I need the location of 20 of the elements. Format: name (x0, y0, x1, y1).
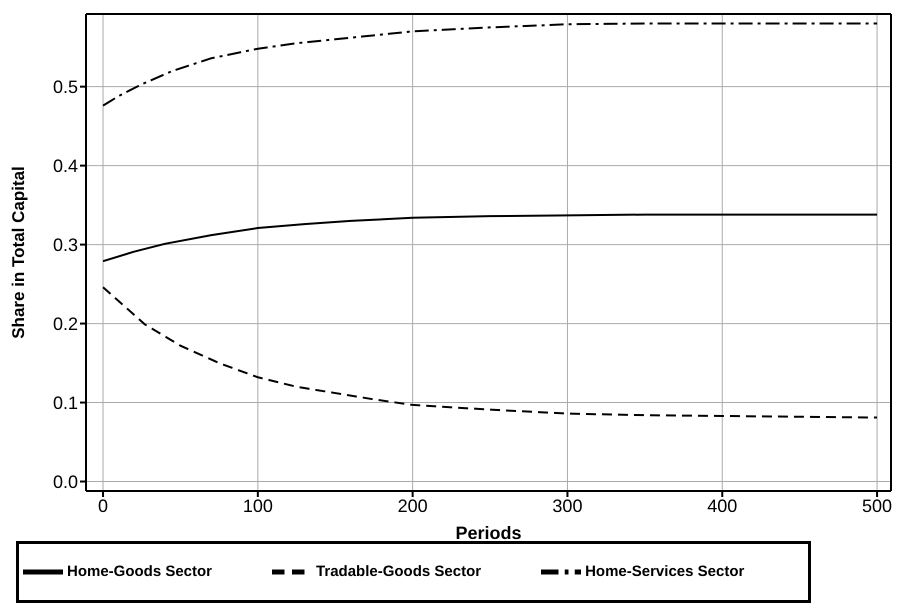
x-tick-label: 300 (552, 496, 582, 516)
legend-label: Tradable-Goods Sector (316, 562, 482, 580)
x-tick-label: 200 (398, 496, 428, 516)
y-tick-label: 0.1 (52, 392, 78, 413)
y-tick-label: 0.5 (52, 77, 78, 98)
y-axis-title: Share in Total Capital (9, 166, 28, 339)
legend-label: Home-Goods Sector (67, 562, 212, 580)
x-tick-label: 100 (242, 496, 273, 516)
line-series (102, 214, 878, 262)
y-tick-label: 0.3 (52, 234, 78, 255)
x-axis-title: Periods (455, 523, 522, 543)
x-tick-label: 500 (862, 496, 892, 516)
x-tick-label: 0 (98, 496, 108, 516)
legend-label: Home-Services Sector (585, 562, 744, 580)
line-series (102, 22, 878, 107)
y-tick-label: 0.0 (52, 472, 78, 492)
y-tick-label: 0.4 (52, 156, 78, 176)
y-tick-label: 0.2 (52, 314, 78, 334)
x-tick-label: 400 (707, 496, 738, 516)
line-series (102, 286, 878, 419)
